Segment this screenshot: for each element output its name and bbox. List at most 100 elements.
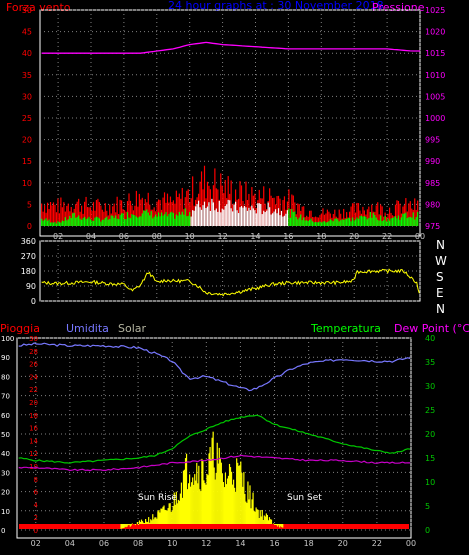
wind-x-tick-label: 14	[250, 232, 260, 241]
weather-x-tick-label: 02	[31, 539, 41, 548]
header-right-label: Pressione	[372, 1, 425, 14]
label-pioggia: Pioggia	[0, 322, 40, 335]
pressure-y-tick-label: 975	[425, 222, 440, 231]
temperature-y-tick-label: 25	[425, 406, 435, 415]
wind-x-tick-label: 12	[218, 232, 228, 241]
weather-x-tick-label: 22	[372, 539, 382, 548]
wind-x-tick-label: 18	[316, 232, 326, 241]
temperature-y-tick-label: 0	[425, 526, 430, 535]
humidity-temperature-solar-chart: 0102030405060708090100024681012141618202…	[1, 334, 435, 548]
wind-direction-chart: 0 90 180 270 360	[21, 237, 421, 306]
pioggia-y-tick-label: 50	[1, 431, 10, 439]
pioggia-y-tick-label: 70	[1, 393, 10, 401]
temperature-y-tick-label: 30	[425, 382, 435, 391]
direction-y-tick-label: 270	[21, 252, 36, 261]
pressure-y-tick-label: 990	[425, 157, 440, 166]
umidita-y-tick-label: 8	[34, 476, 38, 484]
pressure-y-tick-label: 1020	[425, 28, 445, 37]
temperature-y-tick-label: 20	[425, 430, 435, 439]
wind-x-tick-label: 08	[152, 232, 162, 241]
weather-x-tick-label: 14	[235, 539, 245, 548]
wind-x-tick-label: 06	[119, 232, 129, 241]
direction-y-tick-label: 0	[31, 297, 36, 306]
compass-label-s: S	[436, 270, 444, 284]
wind-y-tick-label: 20	[22, 136, 32, 145]
weather-x-tick-label: 04	[65, 539, 75, 548]
wind-direction-line	[41, 268, 420, 297]
pioggia-y-tick-label: 80	[1, 373, 10, 381]
weather-x-tick-label: 16	[269, 539, 279, 548]
umidita-y-tick-label: 4	[34, 501, 39, 509]
label-dewpoint: Dew Point (°C)	[394, 322, 469, 335]
pressure-y-tick-label: 1015	[425, 49, 445, 58]
weather-x-tick-label: 06	[99, 539, 109, 548]
direction-y-tick-label: 360	[21, 237, 36, 246]
temperature-y-tick-label: 15	[425, 454, 435, 463]
pressure-y-tick-label: 985	[425, 179, 440, 188]
weather-x-tick-label: 00	[406, 539, 416, 548]
wind-x-tick-label: 20	[349, 232, 359, 241]
pioggia-y-tick-label: 20	[1, 489, 10, 497]
wind-pressure-chart: 0510152025303540455097598098599099510001…	[22, 6, 446, 241]
umidita-y-tick-label: 26	[29, 361, 38, 369]
pioggia-y-tick-label: 30	[1, 469, 10, 477]
umidita-y-tick-label: 12	[29, 450, 38, 458]
wind-y-tick-label: 40	[22, 49, 32, 58]
umidita-y-tick-label: 14	[29, 437, 38, 445]
wind-y-tick-label: 0	[27, 222, 32, 231]
temperature-line	[18, 414, 411, 464]
weather-x-tick-label: 10	[167, 539, 177, 548]
rain-band	[19, 524, 409, 529]
umidita-y-tick-label: 0	[34, 527, 38, 535]
umidita-y-tick-label: 22	[29, 386, 38, 394]
wind-y-tick-label: 10	[22, 179, 32, 188]
label-temperatura: Temperatura	[310, 322, 381, 335]
wind-y-tick-label: 50	[22, 6, 32, 15]
umidita-y-tick-label: 18	[29, 412, 38, 420]
weather-x-tick-label: 12	[201, 539, 211, 548]
wind-y-tick-label: 30	[22, 92, 32, 101]
compass-label-w: W	[435, 254, 447, 268]
umidita-y-tick-label: 6	[34, 489, 39, 497]
temperature-y-tick-label: 5	[425, 502, 430, 511]
direction-y-tick-label: 90	[26, 282, 36, 291]
compass-label-n-bottom: N	[436, 302, 445, 316]
label-solar: Solar	[118, 322, 147, 335]
temperature-y-tick-label: 10	[425, 478, 435, 487]
pressure-y-tick-label: 1000	[425, 114, 445, 123]
umidita-y-tick-label: 30	[29, 335, 38, 343]
wind-x-tick-label: 16	[283, 232, 293, 241]
pioggia-y-tick-label: 40	[1, 450, 10, 458]
dewpoint-line	[18, 454, 411, 472]
temperature-y-tick-label: 35	[425, 358, 435, 367]
pioggia-y-tick-label: 100	[1, 335, 14, 343]
annotation-sun-rise: Sun Rise	[138, 493, 177, 503]
pioggia-y-tick-label: 90	[1, 354, 10, 362]
wind-y-tick-label: 35	[22, 71, 32, 80]
weather-x-tick-label: 08	[133, 539, 143, 548]
compass-label-n-top: N	[436, 238, 445, 252]
umidita-y-tick-label: 10	[29, 463, 38, 471]
label-umidita: Umidita	[66, 322, 109, 335]
pressure-y-tick-label: 995	[425, 136, 440, 145]
pressure-y-tick-label: 1010	[425, 71, 445, 80]
wind-x-tick-label: 02	[53, 232, 63, 241]
compass-label-e: E	[436, 286, 444, 300]
humidity-line	[18, 342, 411, 392]
pioggia-y-tick-label: 60	[1, 412, 10, 420]
weather-x-tick-label: 20	[338, 539, 348, 548]
annotation-sun-set: Sun Set	[287, 493, 322, 503]
wind-x-tick-label: 10	[185, 232, 195, 241]
weather-x-tick-label: 18	[304, 539, 314, 548]
wind-y-tick-label: 25	[22, 114, 32, 123]
temperature-y-tick-label: 40	[425, 334, 435, 343]
pressure-y-tick-label: 1005	[425, 92, 445, 101]
wind-y-tick-label: 15	[22, 157, 32, 166]
wind-y-tick-label: 45	[22, 28, 32, 37]
pioggia-y-tick-label: 0	[1, 527, 5, 535]
header-left-label: Forza vento	[6, 1, 71, 14]
wind-y-tick-label: 5	[27, 200, 32, 209]
umidita-y-tick-label: 28	[29, 348, 38, 356]
wind-x-tick-label: 04	[86, 232, 96, 241]
